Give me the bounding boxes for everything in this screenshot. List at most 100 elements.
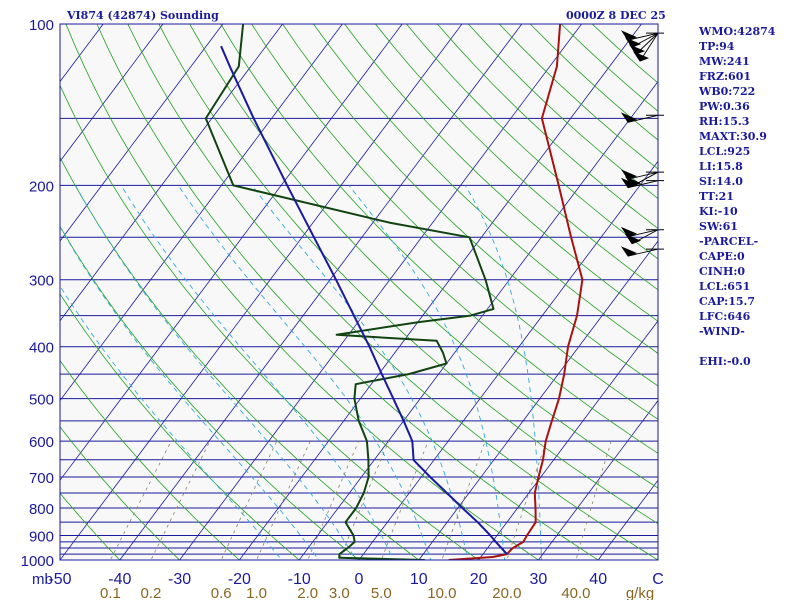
- mixing-ratio-line: [256, 440, 311, 560]
- pressure-tick-label: 800: [29, 501, 54, 518]
- pressure-tick-label: 300: [29, 273, 54, 290]
- dewpoint-profile-line: [204, 24, 495, 560]
- parcel-path-line: [220, 45, 508, 555]
- stat-line: CAPE:0: [699, 250, 745, 263]
- dry-adiabat-line: [60, 426, 181, 560]
- temperature-tick-label: -10: [288, 571, 311, 588]
- mixing-ratio-tick-label: 2.0: [297, 585, 318, 600]
- mixing-ratio-tick-label: 3.0: [329, 585, 350, 600]
- dry-adiabat-line: [344, 24, 658, 322]
- moist-adiabat-line: [120, 185, 394, 560]
- dry-adiabat-line: [220, 24, 658, 454]
- isotherm-line: [60, 24, 224, 242]
- stat-line: WB0:722: [699, 85, 756, 98]
- dry-adiabat-line: [406, 24, 658, 260]
- isotherm-line: [60, 24, 463, 560]
- temperature-tick-label: 20: [470, 571, 488, 588]
- mixing-ratio-tick-label: 0.1: [100, 585, 121, 600]
- temperature-tick-label: C: [652, 571, 664, 588]
- temperature-tick-label: -20: [228, 571, 251, 588]
- pressure-tick-label: 500: [29, 392, 54, 409]
- station-title: VI874 (42874) Sounding: [67, 9, 219, 22]
- isotherm-line: [60, 24, 283, 322]
- stat-line: CAP:15.7: [699, 295, 756, 308]
- mixing-ratio-tick-label: 1.0: [246, 585, 267, 600]
- stat-line: SW:61: [699, 220, 738, 233]
- stat-line: CINH:0: [699, 265, 746, 278]
- dry-adiabat-line: [60, 84, 480, 560]
- pressure-tick-label: 700: [29, 470, 54, 487]
- stat-line: EHI:-0.0: [699, 355, 751, 368]
- pressure-tick-label: 1000: [21, 553, 54, 570]
- temperature-tick-label: -30: [168, 571, 191, 588]
- isotherm-line: [239, 24, 642, 560]
- stat-line: TP:94: [699, 40, 735, 53]
- mixing-ratio-tick-label: 10.0: [427, 585, 456, 600]
- pressure-unit-label: mb: [32, 571, 53, 588]
- temperature-tick-label: -40: [108, 571, 131, 588]
- wind-barb: [620, 30, 664, 62]
- dry-adiabat-line: [60, 492, 121, 560]
- temperature-tick-label: 40: [589, 571, 607, 588]
- pressure-tick-label: 400: [29, 340, 54, 357]
- mixing-ratio-unit-label: g/kg: [626, 585, 654, 600]
- stat-line: LI:15.8: [699, 160, 743, 173]
- stat-line: PW:0.36: [699, 100, 750, 113]
- stat-line: LCL:651: [699, 280, 751, 293]
- pressure-tick-label: 100: [29, 17, 54, 34]
- plot-background: [60, 24, 658, 560]
- thermo-grid: [60, 24, 658, 560]
- isotherm-line: [60, 24, 164, 162]
- sounding-stats-panel: WMO:42874 TP:94 MW:241 FRZ:601 WB0:722 PW:0.3…: [699, 24, 775, 369]
- dry-adiabat-line: [251, 24, 658, 420]
- wind-barb: [620, 177, 664, 189]
- dry-adiabat-line: [313, 24, 658, 354]
- sounding-profiles: [204, 24, 584, 560]
- dry-adiabat-line: [282, 24, 658, 387]
- moist-adiabat-line: [75, 185, 357, 560]
- temperature-tick-label: 10: [410, 571, 428, 588]
- stat-line: WMO:42874: [699, 25, 776, 38]
- stat-line: -WIND-: [699, 325, 745, 338]
- temperature-tick-label: -50: [48, 571, 71, 588]
- wind-barb: [620, 226, 664, 245]
- dry-adiabat-line: [158, 24, 658, 525]
- mixing-ratio-line: [220, 440, 278, 560]
- dry-adiabat-line: [60, 359, 241, 560]
- dry-adiabat-line: [127, 24, 658, 560]
- pressure-tick-label: 200: [29, 178, 54, 195]
- stat-line: FRZ:601: [699, 70, 752, 83]
- stat-line: SI:14.0: [699, 175, 743, 188]
- isotherm-line: [298, 80, 658, 560]
- mixing-ratio-tick-label: 20.0: [492, 585, 521, 600]
- pressure-tick-label: 600: [29, 434, 54, 451]
- stat-line: [699, 339, 775, 354]
- wind-barb: [620, 112, 664, 123]
- pressure-tick-label: 900: [29, 528, 54, 545]
- stat-line: MW:241: [699, 55, 750, 68]
- isotherm-line: [538, 399, 658, 560]
- stat-line: LCL:925: [699, 145, 751, 158]
- stat-line: TT:21: [699, 190, 734, 203]
- wind-barb-column: [620, 30, 664, 257]
- stat-line: RH:15.3: [699, 115, 750, 128]
- temperature-tick-label: 30: [530, 571, 548, 588]
- mixing-ratio-tick-label: 5.0: [371, 585, 392, 600]
- dry-adiabat-line: [189, 24, 658, 489]
- isotherm-line: [60, 24, 343, 402]
- isotherm-line: [358, 160, 658, 560]
- moist-adiabat-line: [464, 185, 542, 560]
- isotherm-line: [119, 24, 523, 560]
- dry-adiabat-line: [60, 293, 300, 560]
- valid-time: 0000Z 8 DEC 25: [566, 9, 666, 22]
- isotherm-line: [478, 320, 658, 560]
- dry-adiabat-line: [375, 24, 658, 291]
- wind-barb: [620, 246, 664, 257]
- stat-line: LFC:646: [699, 310, 751, 323]
- stat-line: -PARCEL-: [699, 235, 759, 248]
- temperature-tick-label: 0: [355, 571, 364, 588]
- plot-frame: [59, 23, 659, 561]
- isotherm-line: [60, 24, 403, 481]
